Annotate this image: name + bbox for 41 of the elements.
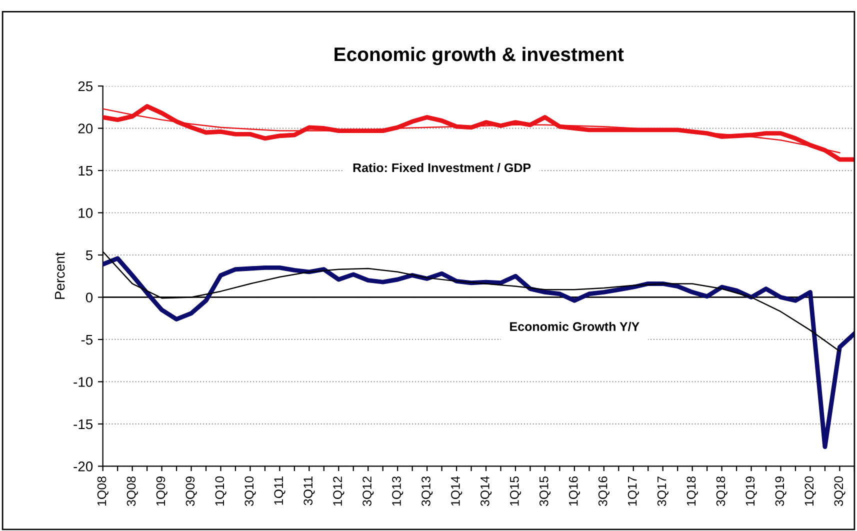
y-tick-label: 0 [86,292,93,302]
y-tick-label: 15 [78,166,93,176]
x-tick-label: 3Q12 [362,476,374,506]
line-series [102,104,854,162]
x-tick-label: 1Q08 [97,476,108,506]
x-tick-label: 1Q19 [746,476,757,506]
x-tick-label: 3Q19 [775,476,786,506]
chart-title: Economic growth & investment [334,46,624,66]
x-tick-label: 1Q10 [215,476,226,506]
x-tick-label: 3Q11 [304,476,315,506]
x-tick-label: 3Q09 [186,476,197,506]
y-tick-label: 25 [78,81,93,92]
x-tick-label: 1Q09 [156,476,168,506]
x-tick-label: 1Q16 [568,476,580,506]
x-tick-label: 1Q14 [451,476,462,506]
y-tick-label: -20 [74,462,93,472]
x-tick-label: 3Q15 [539,476,551,506]
x-tick-label: 1Q17 [628,476,639,506]
x-tick-label: 3Q10 [244,476,256,506]
x-tick-label: 3Q18 [716,476,728,506]
y-tick-label: -5 [81,334,93,345]
y-tick-label: 20 [78,124,93,134]
x-tick-label: 3Q13 [422,476,433,506]
x-tick-label: 3Q20 [834,476,846,506]
x-tick-label: 1Q12 [333,476,344,506]
y-tick-label: 10 [78,208,93,218]
x-tick-label: 3Q14 [480,476,492,506]
x-tick-label: 1Q13 [392,476,404,506]
x-tick-label: 1Q18 [686,476,698,506]
y-tick-label: 5 [86,250,93,260]
x-tick-label: 1Q20 [804,476,816,506]
x-tick-label: 1Q11 [274,476,286,505]
x-tick-label: 1Q15 [510,476,522,506]
y-tick-label: -15 [74,419,93,430]
y-tick-label: -10 [74,377,93,387]
x-tick-label: 3Q16 [598,476,610,506]
x-tick-label: 3Q08 [126,476,138,506]
x-tick-label: 3Q17 [657,476,668,506]
text: Economic Growth Y/Y [510,322,640,332]
y-axis-title: Percent [55,252,65,299]
text: Ratio: Fixed Investment / GDP [353,162,531,172]
